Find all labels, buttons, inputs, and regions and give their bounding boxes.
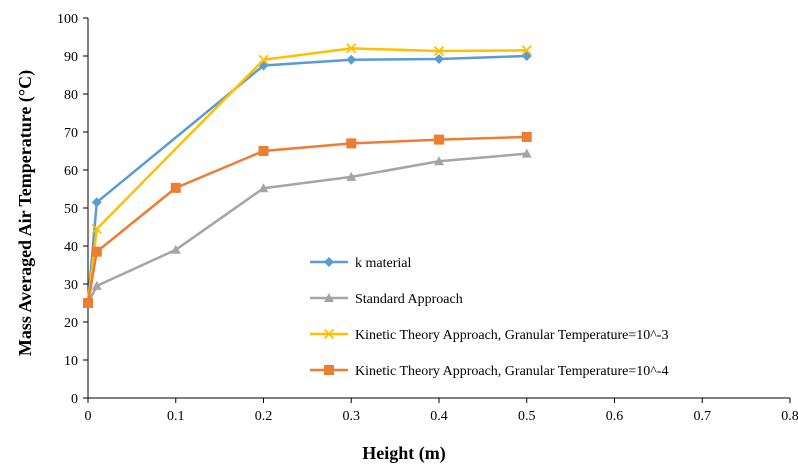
legend-swatch-marker (323, 328, 335, 340)
data-point (434, 134, 444, 145)
y-tick-label: 70 (64, 126, 78, 141)
x-tick-label: 0.5 (518, 409, 536, 424)
legend-label: Kinetic Theory Approach, Granular Temper… (355, 328, 668, 343)
y-tick-label: 0 (71, 392, 78, 407)
series-line (86, 47, 527, 304)
legend-item: Kinetic Theory Approach, Granular Temper… (310, 364, 668, 379)
legend-item: Standard Approach (310, 292, 463, 307)
y-axis-title: Mass Averaged Air Temperature (°C) (15, 70, 36, 356)
legend-label: Standard Approach (355, 292, 463, 307)
legend-item: Kinetic Theory Approach, Granular Temper… (310, 328, 668, 343)
data-point (346, 138, 357, 149)
series-1 (83, 148, 532, 307)
x-tick-label: 0.6 (606, 409, 624, 424)
data-point (258, 146, 269, 156)
data-point (258, 54, 269, 65)
data-point (91, 280, 102, 290)
data-point (91, 246, 102, 257)
y-tick-label: 60 (64, 164, 78, 179)
data-point (346, 54, 357, 65)
data-point (433, 45, 445, 57)
series-layer (82, 43, 532, 309)
legend-label: k material (355, 256, 411, 271)
y-tick-label: 80 (64, 88, 78, 103)
data-point (521, 131, 532, 142)
data-point (258, 183, 269, 193)
legend: k material Standard Approach Kinetic Theor… (310, 256, 668, 379)
x-tick-label: 0 (85, 409, 92, 424)
data-point (346, 171, 357, 181)
x-tick-label: 0.2 (255, 409, 273, 424)
series-line (86, 54, 527, 304)
y-tick-label: 30 (64, 278, 78, 293)
data-point (521, 148, 532, 158)
data-point (434, 156, 444, 166)
legend-swatch-marker (324, 365, 334, 375)
y-tick-label: 20 (64, 316, 78, 331)
legend-label: Kinetic Theory Approach, Granular Temper… (355, 364, 668, 379)
data-point (170, 244, 181, 254)
x-tick-label: 0.1 (167, 409, 185, 424)
data-point (434, 54, 444, 65)
legend-swatch-marker (324, 257, 334, 267)
series-3 (83, 131, 532, 308)
y-tick-label: 50 (64, 202, 78, 217)
y-tick-labels: 0 10 20 30 40 50 60 70 80 90 100 (57, 12, 88, 407)
x-tick-label: 0.8 (781, 409, 798, 424)
data-point (521, 45, 532, 56)
x-tick-label: 0.3 (343, 409, 361, 424)
legend-swatch-marker (324, 293, 334, 302)
x-tick-label: 0.4 (430, 409, 448, 424)
y-tick-label: 10 (64, 354, 78, 369)
y-tick-label: 40 (64, 240, 78, 255)
data-point (83, 298, 93, 308)
data-point (91, 223, 102, 235)
x-tick-label: 0.7 (694, 409, 712, 424)
data-point (91, 197, 102, 208)
data-point (170, 182, 181, 193)
x-tick-labels: 0 0.1 0.2 0.3 0.4 0.5 0.6 0.7 0.8 (85, 398, 798, 424)
y-tick-label: 100 (57, 12, 78, 27)
data-point (346, 43, 357, 54)
legend-item: k material (310, 256, 411, 271)
y-tick-label: 90 (64, 50, 78, 65)
x-axis-title: Height (m) (362, 443, 445, 464)
